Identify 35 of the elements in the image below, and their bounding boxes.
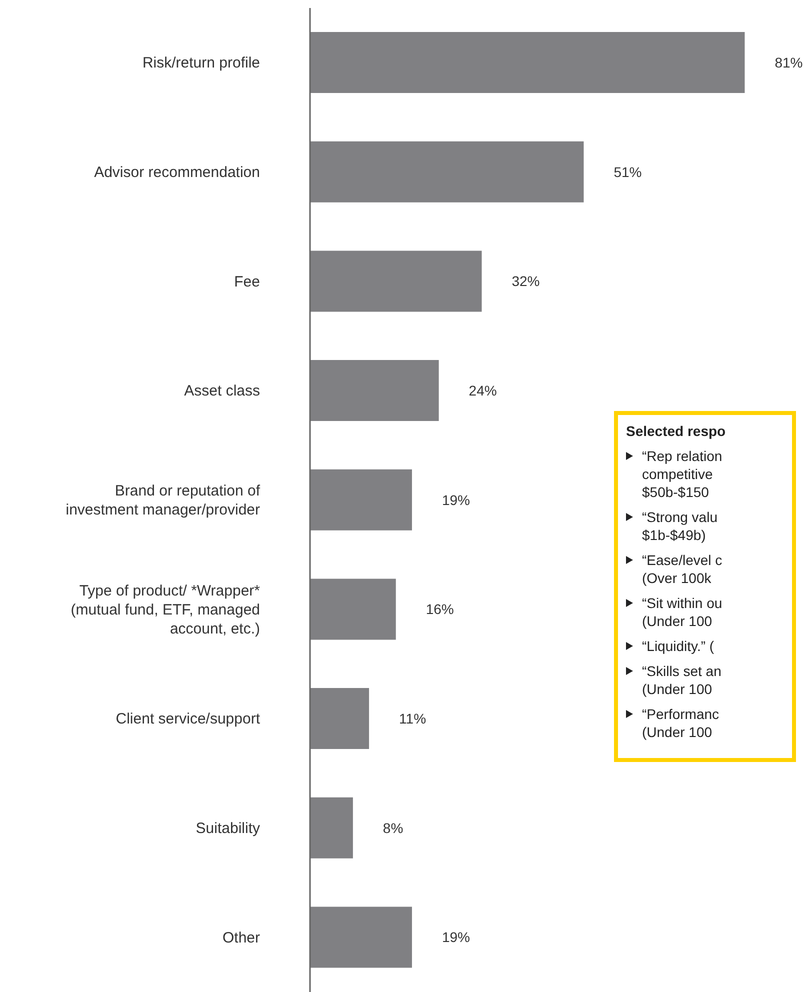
y-tick-label: Fee <box>234 273 260 290</box>
bar <box>310 906 412 968</box>
annotation: “Performanc (Under 100 <box>642 705 720 741</box>
y-tick-label: Asset class <box>184 382 260 400</box>
annotation: “Rep relation competitive $50b-$150 <box>642 447 722 501</box>
annotation: “Skills set an (Under 100 <box>642 662 722 698</box>
data-label: 16% <box>426 601 454 618</box>
bar <box>310 141 584 202</box>
y-tick-label: Risk/return profile <box>142 54 260 72</box>
data-label: 51% <box>614 164 642 180</box>
data-label: 32% <box>512 273 540 290</box>
y-tick-label: Client service/support <box>116 710 261 728</box>
annotation: “Sit within ou (Under 100 <box>642 594 722 630</box>
y-tick-label: Brand or reputation of investment manager/provider <box>66 482 261 518</box>
data-label: 8% <box>382 820 404 836</box>
bar <box>310 32 745 94</box>
data-label: 24% <box>468 382 497 399</box>
bar <box>310 578 396 640</box>
data-label: 19% <box>442 929 470 946</box>
annotation: Selected respo <box>626 423 727 439</box>
annotation: “Strong valu $1b-$49b) <box>642 508 718 544</box>
y-tick-label: Suitability <box>196 820 260 837</box>
bar <box>310 360 439 422</box>
y-tick-label: Other <box>222 929 260 946</box>
data-label: 19% <box>442 492 470 508</box>
bar <box>310 469 412 530</box>
data-label: 81% <box>774 54 803 71</box>
bar <box>310 250 482 312</box>
annotation: “Liquidity.” ( <box>642 637 714 655</box>
bar <box>310 688 370 750</box>
y-tick-label: Advisor recommendation <box>94 164 260 181</box>
bar <box>310 797 353 858</box>
y-tick-label: Type of product/ *Wrapper* (mutual fund, ETF, managed account, etc.) <box>70 582 260 638</box>
data-label: 11% <box>399 710 426 727</box>
annotation: “Ease/level c (Over 100k <box>642 551 722 587</box>
